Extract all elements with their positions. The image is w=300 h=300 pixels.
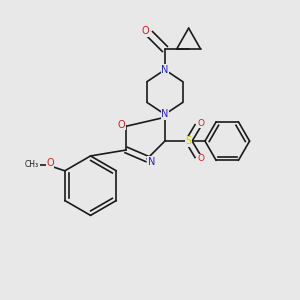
Text: N: N (161, 109, 169, 119)
Text: N: N (161, 65, 169, 75)
Text: N: N (148, 157, 155, 167)
Text: O: O (118, 120, 126, 130)
Text: S: S (186, 136, 192, 146)
Text: O: O (46, 158, 54, 168)
Text: O: O (142, 26, 149, 36)
Text: O: O (197, 154, 204, 164)
Text: O: O (197, 119, 204, 128)
Text: CH₃: CH₃ (25, 160, 39, 169)
